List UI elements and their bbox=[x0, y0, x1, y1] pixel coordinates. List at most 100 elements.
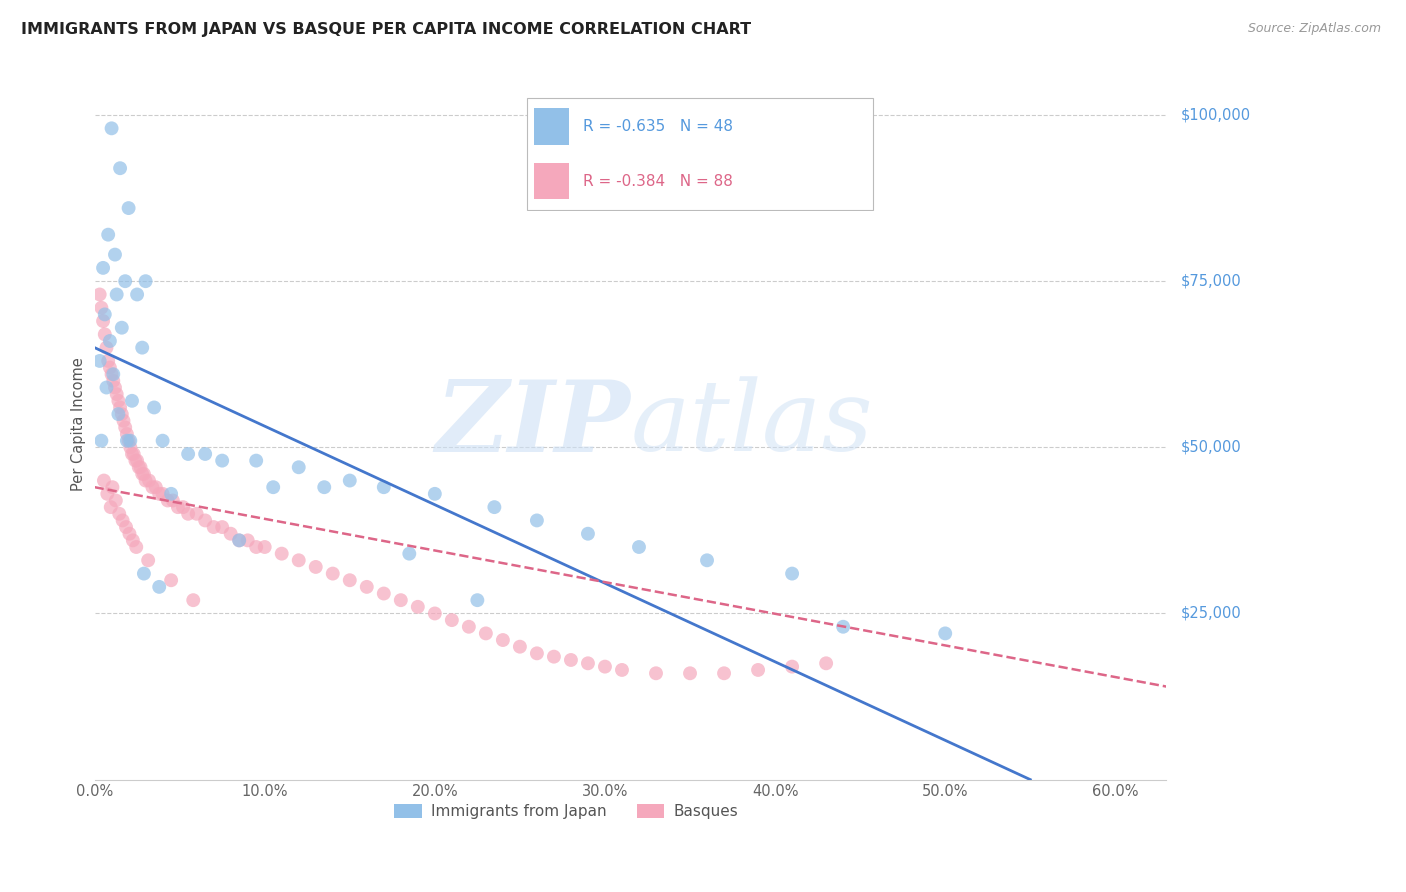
Point bbox=[219, 526, 242, 541]
Point bbox=[105, 387, 128, 401]
Legend: Immigrants from Japan, Basques: Immigrants from Japan, Basques bbox=[388, 797, 744, 825]
Point bbox=[228, 533, 250, 548]
Text: Source: ZipAtlas.com: Source: ZipAtlas.com bbox=[1247, 22, 1381, 36]
Text: $100,000: $100,000 bbox=[1180, 108, 1250, 122]
Point bbox=[90, 434, 112, 448]
Point bbox=[93, 474, 115, 488]
Point bbox=[114, 274, 136, 288]
Point bbox=[152, 434, 174, 448]
Point bbox=[90, 301, 112, 315]
Text: atlas: atlas bbox=[630, 376, 873, 472]
Point bbox=[103, 368, 125, 382]
Point bbox=[135, 274, 157, 288]
Point bbox=[322, 566, 344, 581]
Point bbox=[91, 314, 114, 328]
Point bbox=[747, 663, 769, 677]
Point bbox=[111, 513, 134, 527]
Point bbox=[127, 287, 149, 301]
Point bbox=[211, 453, 233, 467]
Point bbox=[94, 327, 117, 342]
Point bbox=[114, 420, 136, 434]
Point bbox=[177, 447, 200, 461]
Point bbox=[107, 407, 129, 421]
Point bbox=[356, 580, 378, 594]
Point bbox=[132, 467, 155, 481]
Point bbox=[131, 467, 153, 481]
Point bbox=[457, 620, 479, 634]
Point bbox=[124, 453, 146, 467]
Point bbox=[156, 493, 179, 508]
Point bbox=[98, 334, 121, 348]
Point bbox=[262, 480, 284, 494]
Point bbox=[177, 507, 200, 521]
Point bbox=[148, 580, 170, 594]
Point bbox=[108, 161, 131, 176]
Point bbox=[373, 480, 395, 494]
Point bbox=[211, 520, 233, 534]
Point bbox=[89, 287, 111, 301]
Point bbox=[389, 593, 412, 607]
Point bbox=[339, 474, 361, 488]
Point bbox=[101, 480, 124, 494]
Point bbox=[122, 447, 145, 461]
Text: $75,000: $75,000 bbox=[1180, 274, 1241, 289]
Point bbox=[492, 633, 515, 648]
Text: $50,000: $50,000 bbox=[1180, 440, 1241, 455]
Point bbox=[103, 374, 125, 388]
Point bbox=[373, 586, 395, 600]
Point bbox=[120, 434, 142, 448]
Point bbox=[111, 320, 134, 334]
Point bbox=[104, 247, 127, 261]
Point bbox=[815, 657, 838, 671]
Point bbox=[100, 368, 122, 382]
Point bbox=[127, 453, 149, 467]
Point bbox=[96, 341, 118, 355]
Point bbox=[467, 593, 489, 607]
Point bbox=[117, 434, 139, 448]
Point bbox=[96, 380, 118, 394]
Point bbox=[423, 607, 446, 621]
Point bbox=[576, 526, 599, 541]
Point bbox=[679, 666, 702, 681]
Point bbox=[98, 360, 121, 375]
Point bbox=[129, 460, 152, 475]
Text: $25,000: $25,000 bbox=[1180, 606, 1241, 621]
Point bbox=[160, 487, 183, 501]
Point bbox=[115, 520, 138, 534]
Point bbox=[97, 354, 120, 368]
Point bbox=[148, 487, 170, 501]
Point bbox=[287, 553, 309, 567]
Point bbox=[138, 474, 160, 488]
Point bbox=[228, 533, 250, 548]
Point bbox=[305, 560, 328, 574]
Point bbox=[132, 566, 155, 581]
Point bbox=[832, 620, 855, 634]
Point bbox=[107, 393, 129, 408]
Point bbox=[135, 474, 157, 488]
Point bbox=[287, 460, 309, 475]
Point bbox=[645, 666, 668, 681]
Point bbox=[543, 649, 565, 664]
Point bbox=[104, 493, 127, 508]
Point bbox=[100, 500, 122, 515]
Point bbox=[118, 526, 141, 541]
Point bbox=[593, 659, 616, 673]
Point bbox=[128, 460, 150, 475]
Point bbox=[576, 657, 599, 671]
Point bbox=[125, 540, 148, 554]
Point bbox=[713, 666, 735, 681]
Point bbox=[143, 401, 166, 415]
Point bbox=[108, 401, 131, 415]
Point bbox=[89, 354, 111, 368]
Point bbox=[108, 507, 131, 521]
Point bbox=[484, 500, 506, 515]
Point bbox=[245, 540, 267, 554]
Point bbox=[115, 427, 138, 442]
Point bbox=[780, 566, 803, 581]
Point bbox=[145, 480, 167, 494]
Point bbox=[610, 663, 633, 677]
Point bbox=[440, 613, 463, 627]
Point bbox=[121, 533, 143, 548]
Point bbox=[194, 447, 217, 461]
Y-axis label: Per Capita Income: Per Capita Income bbox=[72, 357, 86, 491]
